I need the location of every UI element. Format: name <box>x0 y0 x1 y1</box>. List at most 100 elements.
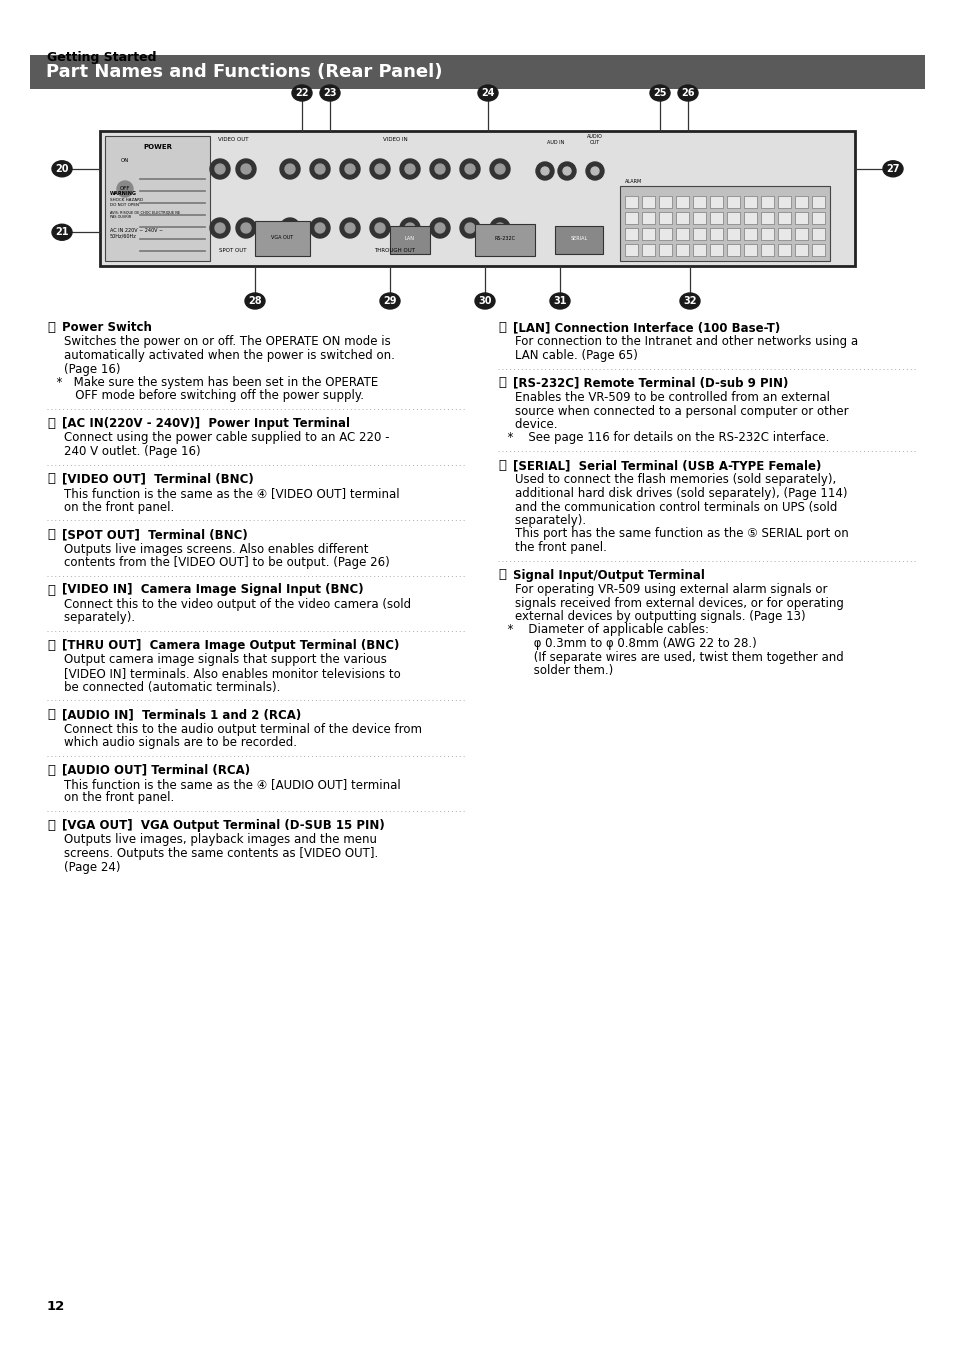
Text: on the front panel.: on the front panel. <box>49 500 174 513</box>
Text: VIDEO IN: VIDEO IN <box>382 136 407 142</box>
Text: ⓛ: ⓛ <box>47 763 55 777</box>
FancyBboxPatch shape <box>794 212 807 224</box>
FancyBboxPatch shape <box>676 196 688 208</box>
FancyBboxPatch shape <box>676 212 688 224</box>
FancyBboxPatch shape <box>624 196 638 208</box>
FancyBboxPatch shape <box>811 245 824 255</box>
Text: For connection to the Intranet and other networks using a: For connection to the Intranet and other… <box>499 335 858 349</box>
Text: 31: 31 <box>553 296 566 305</box>
Circle shape <box>235 159 255 178</box>
FancyBboxPatch shape <box>778 212 790 224</box>
Text: [AUDIO OUT] Terminal (RCA): [AUDIO OUT] Terminal (RCA) <box>62 763 250 777</box>
Text: ALARM: ALARM <box>624 178 641 184</box>
Circle shape <box>536 162 554 180</box>
Circle shape <box>495 163 504 174</box>
Text: POWER: POWER <box>143 145 172 150</box>
Text: solder them.): solder them.) <box>499 663 613 677</box>
Text: ⓕ: ⓕ <box>47 417 55 430</box>
FancyBboxPatch shape <box>624 228 638 240</box>
Text: ⓟ: ⓟ <box>497 459 505 471</box>
FancyBboxPatch shape <box>659 228 671 240</box>
Circle shape <box>558 162 576 180</box>
Text: Outputs live images screens. Also enables different: Outputs live images screens. Also enable… <box>49 543 368 555</box>
Text: 29: 29 <box>383 296 396 305</box>
Text: 22: 22 <box>294 88 309 99</box>
FancyBboxPatch shape <box>726 245 740 255</box>
FancyBboxPatch shape <box>676 245 688 255</box>
Text: ⓗ: ⓗ <box>47 528 55 540</box>
FancyBboxPatch shape <box>659 212 671 224</box>
Ellipse shape <box>882 161 902 177</box>
Circle shape <box>345 223 355 232</box>
Text: 25: 25 <box>653 88 666 99</box>
Text: ON: ON <box>121 158 129 163</box>
FancyBboxPatch shape <box>641 212 655 224</box>
Text: [THRU OUT]  Camera Image Output Terminal (BNC): [THRU OUT] Camera Image Output Terminal … <box>62 639 399 653</box>
FancyBboxPatch shape <box>778 196 790 208</box>
Circle shape <box>370 159 390 178</box>
Circle shape <box>435 163 444 174</box>
Text: *    Diameter of applicable cables:: * Diameter of applicable cables: <box>499 624 708 636</box>
Text: *   Make sure the system has been set in the OPERATE: * Make sure the system has been set in t… <box>49 376 377 389</box>
Text: Power Switch: Power Switch <box>62 322 152 334</box>
Text: [SPOT OUT]  Terminal (BNC): [SPOT OUT] Terminal (BNC) <box>62 528 248 540</box>
Circle shape <box>405 163 415 174</box>
FancyBboxPatch shape <box>743 228 757 240</box>
Text: This function is the same as the ④ [AUDIO OUT] terminal: This function is the same as the ④ [AUDI… <box>49 778 400 790</box>
Ellipse shape <box>52 161 71 177</box>
Text: THROUGH OUT: THROUGH OUT <box>375 249 416 253</box>
Ellipse shape <box>475 293 495 309</box>
FancyBboxPatch shape <box>726 212 740 224</box>
FancyBboxPatch shape <box>624 212 638 224</box>
FancyBboxPatch shape <box>760 245 773 255</box>
Text: LAN: LAN <box>405 236 415 240</box>
Circle shape <box>285 163 294 174</box>
Circle shape <box>464 163 475 174</box>
Text: 26: 26 <box>680 88 694 99</box>
Circle shape <box>464 223 475 232</box>
FancyBboxPatch shape <box>709 228 722 240</box>
Text: OFF: OFF <box>120 186 131 190</box>
Text: SERIAL: SERIAL <box>570 236 587 240</box>
Circle shape <box>495 223 504 232</box>
Circle shape <box>310 218 330 238</box>
Text: Part Names and Functions (Rear Panel): Part Names and Functions (Rear Panel) <box>46 63 442 81</box>
Text: 23: 23 <box>323 88 336 99</box>
FancyBboxPatch shape <box>676 228 688 240</box>
Text: VGA OUT: VGA OUT <box>271 235 293 240</box>
Text: Signal Input/Output Terminal: Signal Input/Output Terminal <box>513 569 704 581</box>
Circle shape <box>370 218 390 238</box>
FancyBboxPatch shape <box>778 245 790 255</box>
Text: ⓞ: ⓞ <box>497 377 505 389</box>
Text: 30: 30 <box>477 296 491 305</box>
Text: Getting Started: Getting Started <box>47 51 156 63</box>
FancyBboxPatch shape <box>624 245 638 255</box>
FancyBboxPatch shape <box>811 212 824 224</box>
Circle shape <box>339 218 359 238</box>
Text: For operating VR-509 using external alarm signals or: For operating VR-509 using external alar… <box>499 584 826 596</box>
Text: SPOT OUT: SPOT OUT <box>219 249 247 253</box>
FancyBboxPatch shape <box>641 228 655 240</box>
Text: screens. Outputs the same contents as [VIDEO OUT].: screens. Outputs the same contents as [V… <box>49 847 377 861</box>
Text: AUD IN: AUD IN <box>547 141 564 145</box>
Text: the front panel.: the front panel. <box>499 540 606 554</box>
Text: [VIDEO IN] terminals. Also enables monitor televisions to: [VIDEO IN] terminals. Also enables monit… <box>49 667 400 680</box>
Circle shape <box>405 223 415 232</box>
Text: ⓜ: ⓜ <box>47 819 55 832</box>
Circle shape <box>540 168 548 176</box>
FancyBboxPatch shape <box>811 196 824 208</box>
Text: ⓔ: ⓔ <box>47 322 55 334</box>
Circle shape <box>214 163 225 174</box>
Text: signals received from external devices, or for operating: signals received from external devices, … <box>499 597 843 609</box>
Text: Enables the VR-509 to be controlled from an external: Enables the VR-509 to be controlled from… <box>499 390 829 404</box>
Text: ⓚ: ⓚ <box>47 708 55 721</box>
Text: separately).: separately). <box>499 513 585 527</box>
Text: [VIDEO IN]  Camera Image Signal Input (BNC): [VIDEO IN] Camera Image Signal Input (BN… <box>62 584 363 597</box>
Circle shape <box>339 159 359 178</box>
FancyBboxPatch shape <box>794 245 807 255</box>
Ellipse shape <box>550 293 569 309</box>
Text: [AC IN(220V - 240V)]  Power Input Terminal: [AC IN(220V - 240V)] Power Input Termina… <box>62 417 350 430</box>
Text: Outputs live images, playback images and the menu: Outputs live images, playback images and… <box>49 834 376 847</box>
Circle shape <box>490 218 510 238</box>
FancyBboxPatch shape <box>709 212 722 224</box>
